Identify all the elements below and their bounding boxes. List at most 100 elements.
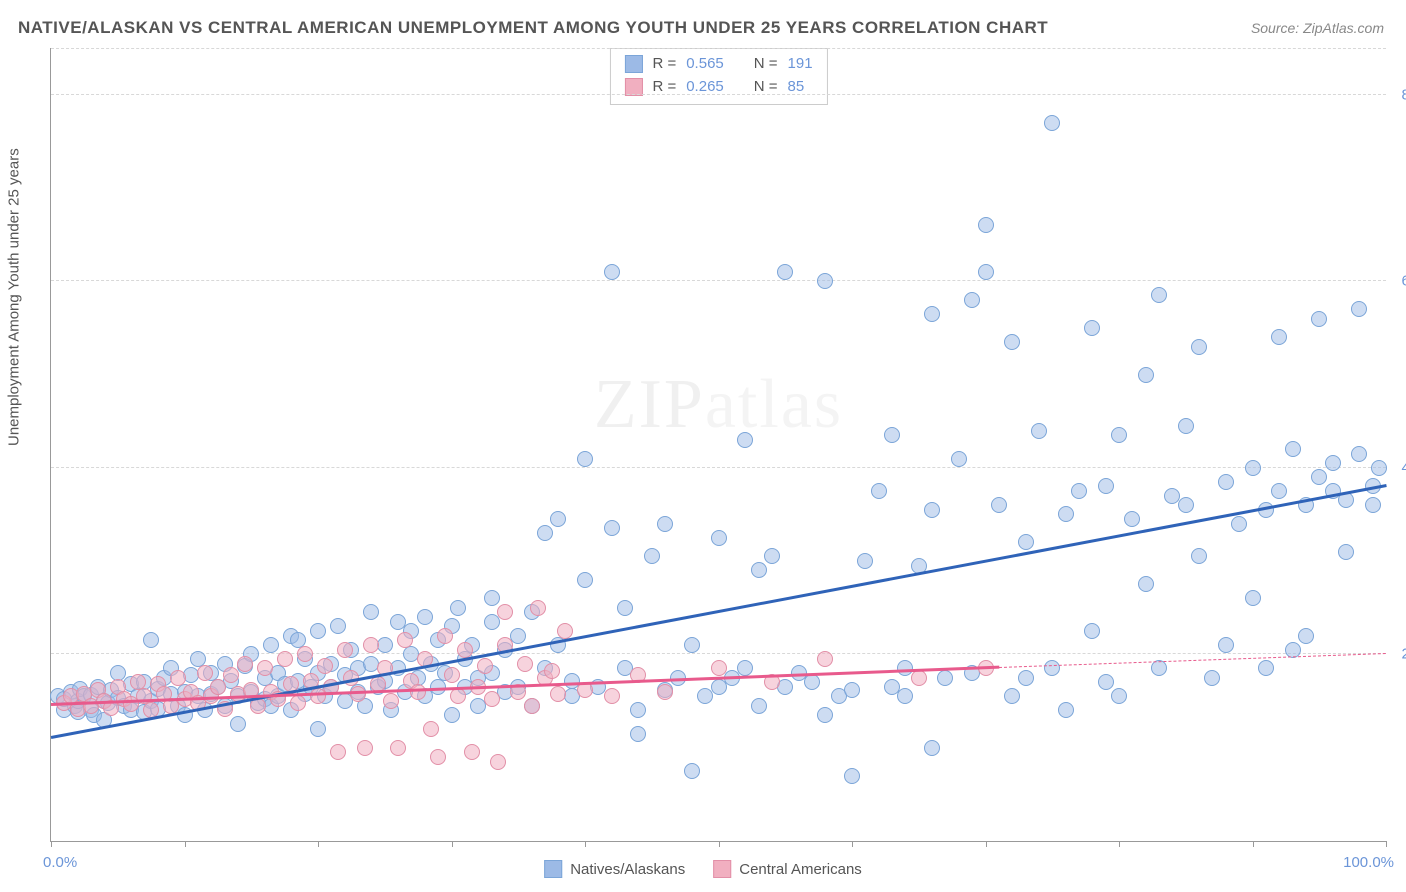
data-point <box>1245 590 1261 606</box>
legend: Natives/Alaskans Central Americans <box>544 860 862 878</box>
data-point <box>804 674 820 690</box>
data-point <box>817 651 833 667</box>
data-point <box>210 679 226 695</box>
data-point <box>617 600 633 616</box>
y-tick-label: 20.0% <box>1388 646 1406 663</box>
data-point <box>711 660 727 676</box>
data-point <box>897 688 913 704</box>
data-point <box>444 707 460 723</box>
data-point <box>310 623 326 639</box>
data-point <box>711 530 727 546</box>
data-point <box>1044 115 1060 131</box>
data-point <box>223 667 239 683</box>
data-point <box>1351 446 1367 462</box>
data-point <box>357 740 373 756</box>
data-point <box>1018 670 1034 686</box>
gridline <box>51 94 1386 95</box>
correlation-stats-box: R = 0.565 N = 191 R = 0.265 N = 85 <box>609 48 827 105</box>
data-point <box>477 658 493 674</box>
data-point <box>1124 511 1140 527</box>
data-point <box>437 628 453 644</box>
data-point <box>317 658 333 674</box>
data-point <box>363 637 379 653</box>
gridline <box>51 467 1386 468</box>
data-point <box>751 562 767 578</box>
data-point <box>330 618 346 634</box>
data-point <box>430 749 446 765</box>
x-axis-min-label: 0.0% <box>43 854 77 871</box>
x-tick <box>986 841 987 847</box>
data-point <box>1004 334 1020 350</box>
data-point <box>310 721 326 737</box>
x-tick <box>51 841 52 847</box>
data-point <box>630 726 646 742</box>
stats-row: R = 0.565 N = 191 <box>624 53 812 76</box>
data-point <box>924 502 940 518</box>
data-point <box>450 600 466 616</box>
data-point <box>290 695 306 711</box>
data-point <box>911 670 927 686</box>
x-tick <box>318 841 319 847</box>
data-point <box>490 754 506 770</box>
data-point <box>1191 548 1207 564</box>
data-point <box>1004 688 1020 704</box>
x-tick <box>1119 841 1120 847</box>
data-point <box>1151 660 1167 676</box>
data-point <box>417 609 433 625</box>
data-point <box>1084 623 1100 639</box>
watermark: ZIPatlas <box>594 365 843 445</box>
data-point <box>1371 460 1387 476</box>
data-point <box>464 744 480 760</box>
data-point <box>1258 660 1274 676</box>
data-point <box>577 572 593 588</box>
data-point <box>550 511 566 527</box>
data-point <box>657 516 673 532</box>
data-point <box>737 432 753 448</box>
data-point <box>1138 367 1154 383</box>
x-tick <box>185 841 186 847</box>
data-point <box>383 693 399 709</box>
data-point <box>337 642 353 658</box>
data-point <box>964 292 980 308</box>
scatter-plot-area: ZIPatlas R = 0.565 N = 191 R = 0.265 N =… <box>50 48 1386 842</box>
data-point <box>978 264 994 280</box>
legend-label: Natives/Alaskans <box>570 861 685 878</box>
data-point <box>484 691 500 707</box>
data-point <box>1245 460 1261 476</box>
data-point <box>1084 320 1100 336</box>
data-point <box>924 740 940 756</box>
data-point <box>1325 455 1341 471</box>
data-point <box>884 427 900 443</box>
data-point <box>1111 427 1127 443</box>
r-label: R = <box>652 53 676 76</box>
data-point <box>630 702 646 718</box>
y-tick-label: 80.0% <box>1388 86 1406 103</box>
data-point <box>604 688 620 704</box>
data-point <box>604 520 620 536</box>
data-point <box>1058 702 1074 718</box>
data-point <box>257 660 273 676</box>
data-point <box>450 688 466 704</box>
data-point <box>230 716 246 732</box>
x-tick <box>1386 841 1387 847</box>
data-point <box>1311 469 1327 485</box>
source-attribution: Source: ZipAtlas.com <box>1251 20 1384 36</box>
data-point <box>644 548 660 564</box>
data-point <box>1178 497 1194 513</box>
data-point <box>1285 441 1301 457</box>
data-point <box>817 273 833 289</box>
data-point <box>951 451 967 467</box>
y-tick-label: 40.0% <box>1388 459 1406 476</box>
data-point <box>510 628 526 644</box>
data-point <box>237 656 253 672</box>
data-point <box>1231 516 1247 532</box>
data-point <box>857 553 873 569</box>
data-point <box>524 698 540 714</box>
r-value: 0.565 <box>686 53 724 76</box>
n-label: N = <box>754 53 778 76</box>
data-point <box>1031 423 1047 439</box>
data-point <box>1098 674 1114 690</box>
data-point <box>457 642 473 658</box>
data-point <box>410 684 426 700</box>
legend-label: Central Americans <box>739 861 862 878</box>
